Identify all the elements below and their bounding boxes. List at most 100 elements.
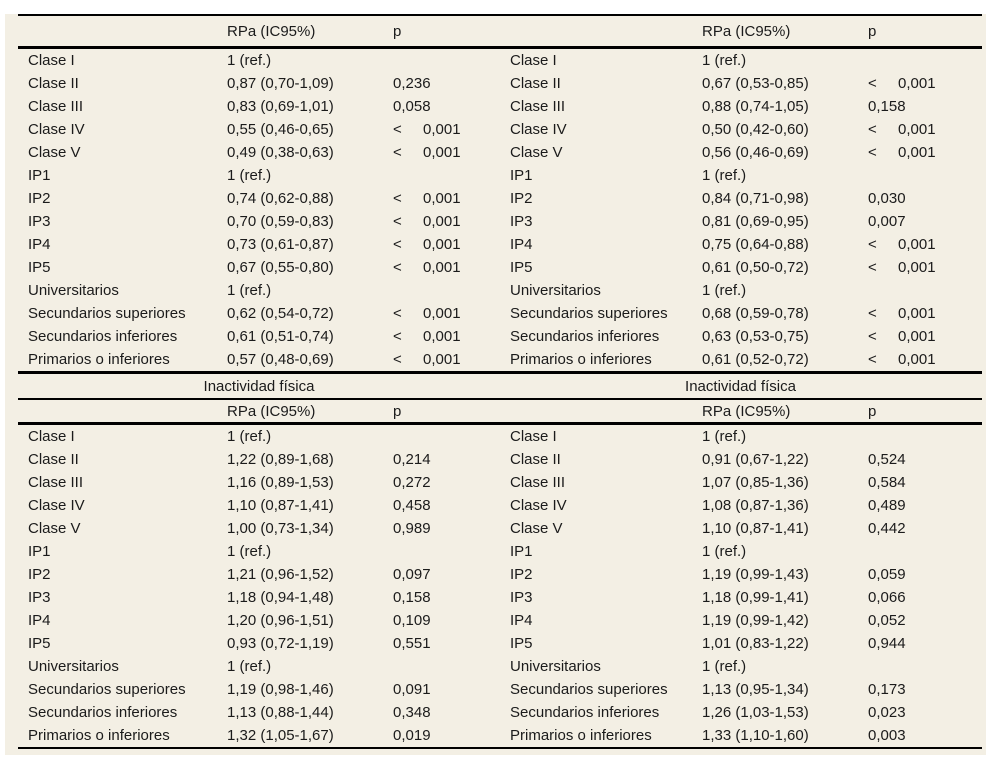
p-value: 0,001 xyxy=(423,351,461,368)
rpa-value: 0,61 (0,52-0,72) xyxy=(702,351,809,368)
p-cell: <0,001 xyxy=(868,259,981,276)
p-cell: 0,023 xyxy=(868,704,981,721)
table-row: Clase II 0,87 (0,70-1,09) 0,236 Clase II 0,6… xyxy=(18,72,982,95)
p-value: 0,059 xyxy=(868,566,906,583)
p-value: 0,236 xyxy=(393,75,431,92)
table-row: Clase IV 1,10 (0,87-1,41) 0,458 Clase IV 1,0… xyxy=(18,494,982,517)
table-row-left-half: Clase III 0,83 (0,69-1,01) 0,058 xyxy=(18,95,500,118)
rpa-value: 1,13 (0,95-1,34) xyxy=(702,681,809,698)
bottom-table-body: Clase I 1 (ref.) Clase I 1 (ref.) Clase II 1,… xyxy=(18,425,982,747)
rpa-value: 1,01 (0,83-1,22) xyxy=(702,635,809,652)
table-row-left-half: IP2 0,74 (0,62-0,88) <0,001 xyxy=(18,187,500,210)
rpa-value: 1 (ref.) xyxy=(702,658,747,675)
column-header-rpa: RPa (IC95%) xyxy=(702,402,791,420)
rpa-value: 0,67 (0,55-0,80) xyxy=(227,259,334,276)
rpa-value: 0,61 (0,50-0,72) xyxy=(702,259,809,276)
table-row: Universitarios 1 (ref.) Universitarios 1 (r… xyxy=(18,655,982,678)
p-value: 0,001 xyxy=(423,328,461,345)
table-row: Universitarios 1 (ref.) Universitarios 1 (r… xyxy=(18,279,982,302)
table-row-right-half: Clase III 1,07 (0,85-1,36) 0,584 xyxy=(500,471,981,494)
table-row-left-half: Secundarios inferiores 0,61 (0,51-0,74) <0… xyxy=(18,325,500,348)
p-cell: <0,001 xyxy=(393,259,500,276)
row-label: Clase V xyxy=(28,520,81,537)
table-row-left-half: Clase II 1,22 (0,89-1,68) 0,214 xyxy=(18,448,500,471)
table-row-left-half: Secundarios superiores 0,62 (0,54-0,72) <0… xyxy=(18,302,500,325)
rpa-value: 0,93 (0,72-1,19) xyxy=(227,635,334,652)
table-row-left-half: IP1 1 (ref.) xyxy=(18,164,500,187)
p-value: 0,023 xyxy=(868,704,906,721)
rpa-value: 0,61 (0,51-0,74) xyxy=(227,328,334,345)
row-label: IP2 xyxy=(510,566,533,583)
row-label: Clase II xyxy=(510,451,561,468)
p-value: 0,551 xyxy=(393,635,431,652)
table-row: Clase III 0,83 (0,69-1,01) 0,058 Clase III 0… xyxy=(18,95,982,118)
horizontal-rule-section-divider xyxy=(18,371,982,374)
table-row: IP5 0,93 (0,72-1,19) 0,551 IP5 1,01 (0,83-1,… xyxy=(18,632,982,655)
rpa-value: 1 (ref.) xyxy=(702,282,747,299)
less-than-sign: < xyxy=(868,75,877,92)
column-header-p: p xyxy=(393,22,402,40)
p-cell: 0,052 xyxy=(868,612,981,629)
table-row: Clase V 1,00 (0,73-1,34) 0,989 Clase V 1,10 … xyxy=(18,517,982,540)
top-header-row: RPa (IC95%) p RPa (IC95%) p xyxy=(18,16,982,46)
rpa-value: 0,55 (0,46-0,65) xyxy=(227,121,334,138)
table-row-left-half: Primarios o inferiores 0,57 (0,48-0,69) <0… xyxy=(18,348,500,371)
p-value: 0,019 xyxy=(393,727,431,744)
table-row-left-half: Clase II 0,87 (0,70-1,09) 0,236 xyxy=(18,72,500,95)
rpa-value: 0,62 (0,54-0,72) xyxy=(227,305,334,322)
table-row-left-half: Secundarios inferiores 1,13 (0,88-1,44) 0,… xyxy=(18,701,500,724)
table-row-left-half: Secundarios superiores 1,19 (0,98-1,46) 0,… xyxy=(18,678,500,701)
p-cell: 0,158 xyxy=(868,98,981,115)
p-cell: <0,001 xyxy=(868,305,981,322)
less-than-sign: < xyxy=(393,121,402,138)
p-cell: <0,001 xyxy=(868,328,981,345)
p-value: 0,001 xyxy=(898,305,936,322)
p-value: 0,091 xyxy=(393,681,431,698)
row-label: Clase IV xyxy=(510,497,567,514)
p-cell: 0,003 xyxy=(868,727,981,744)
horizontal-rule-top xyxy=(18,14,982,16)
table-row-left-half: Clase IV 1,10 (0,87-1,41) 0,458 xyxy=(18,494,500,517)
row-label: Clase I xyxy=(510,428,557,445)
table-row: IP4 0,73 (0,61-0,87) <0,001 IP4 0,75 (0,64-0… xyxy=(18,233,982,256)
table-row-left-half: IP5 0,93 (0,72-1,19) 0,551 xyxy=(18,632,500,655)
p-value: 0,007 xyxy=(868,213,906,230)
table-row-right-half: IP3 1,18 (0,99-1,41) 0,066 xyxy=(500,586,981,609)
row-label: Clase V xyxy=(510,520,563,537)
column-header-rpa: RPa (IC95%) xyxy=(227,402,316,420)
row-label: Universitarios xyxy=(510,282,601,299)
rpa-value: 0,74 (0,62-0,88) xyxy=(227,190,334,207)
table-row-right-half: Clase IV 0,50 (0,42-0,60) <0,001 xyxy=(500,118,981,141)
table-row-right-half: Primarios o inferiores 0,61 (0,52-0,72) <0… xyxy=(500,348,981,371)
rpa-value: 0,73 (0,61-0,87) xyxy=(227,236,334,253)
row-label: IP1 xyxy=(510,543,533,560)
rpa-value: 1,07 (0,85-1,36) xyxy=(702,474,809,491)
p-cell: <0,001 xyxy=(393,121,500,138)
p-cell: 0,944 xyxy=(868,635,981,652)
horizontal-rule-header2-bottom xyxy=(18,422,982,425)
row-label: IP1 xyxy=(28,543,51,560)
row-label: IP4 xyxy=(510,612,533,629)
row-label: IP5 xyxy=(510,635,533,652)
rpa-value: 0,70 (0,59-0,83) xyxy=(227,213,334,230)
table-row-right-half: Clase IV 1,08 (0,87-1,36) 0,489 xyxy=(500,494,981,517)
p-cell: 0,158 xyxy=(393,589,500,606)
less-than-sign: < xyxy=(393,328,402,345)
table-row: Secundarios inferiores 0,61 (0,51-0,74) <0… xyxy=(18,325,982,348)
table-row: IP1 1 (ref.) IP1 1 (ref.) xyxy=(18,540,982,563)
less-than-sign: < xyxy=(393,236,402,253)
rpa-value: 1,21 (0,96-1,52) xyxy=(227,566,334,583)
table-row-right-half: Universitarios 1 (ref.) xyxy=(500,279,981,302)
table-row-left-half: Clase I 1 (ref.) xyxy=(18,425,500,448)
less-than-sign: < xyxy=(868,351,877,368)
row-label: Secundarios inferiores xyxy=(510,704,660,721)
rpa-value: 0,57 (0,48-0,69) xyxy=(227,351,334,368)
table-row-left-half: Clase I 1 (ref.) xyxy=(18,49,500,72)
p-cell: <0,001 xyxy=(393,328,500,345)
p-value: 0,001 xyxy=(898,121,936,138)
rpa-value: 1,19 (0,99-1,42) xyxy=(702,612,809,629)
row-label: Primarios o inferiores xyxy=(510,727,652,744)
p-value: 0,058 xyxy=(393,98,431,115)
p-cell: 0,584 xyxy=(868,474,981,491)
table-row-right-half: Secundarios superiores 1,13 (0,95-1,34) 0,… xyxy=(500,678,981,701)
